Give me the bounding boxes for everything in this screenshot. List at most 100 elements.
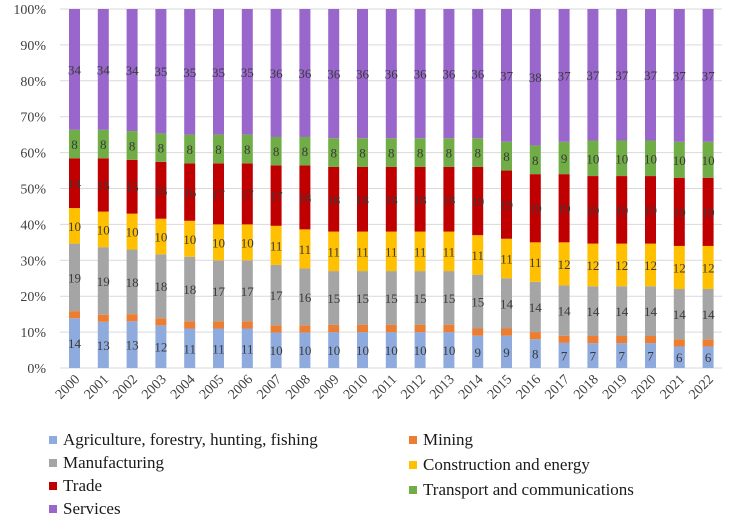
y-tick-label: 0% [27,362,46,377]
data-label: 7 [618,349,625,364]
data-label: 14 [500,296,514,311]
bar-segment [270,225,282,265]
bar-segment [385,332,397,368]
data-label: 8 [446,146,453,161]
bar-segment [472,274,484,329]
bars: 14 19 10 14 8 34 13 19 10 15 8 34 13 18 10 15 8 34 12 18 10 1… [68,9,715,368]
data-label: 19 [529,201,542,216]
bar-segment [241,9,253,135]
bar-segment [587,176,599,244]
data-label: 36 [471,67,485,82]
data-label: 19 [615,203,628,218]
bar-segment [587,343,599,368]
bar-segment [645,176,656,244]
bar-segment [443,138,455,167]
x-tick-label: 2015 [485,372,515,402]
bar-segment [702,346,714,368]
data-label: 10 [356,343,369,358]
bar-segment [184,256,196,322]
legend-item-transport: Transport and communications [409,480,634,500]
data-label: 19 [673,205,686,220]
data-label: 10 [97,222,110,237]
data-label: 36 [270,66,284,81]
data-label: 10 [183,232,196,247]
data-label: 7 [590,349,597,364]
data-label: 36 [385,67,399,82]
data-label: 37 [558,68,572,83]
data-label: 10 [673,153,686,168]
bar-segment [501,238,512,279]
bar-segment [184,220,196,257]
data-label: 19 [558,201,571,216]
bar-segment [587,243,599,287]
bar-segment [414,138,426,167]
data-label: 34 [97,62,111,77]
bar-segment [155,9,167,134]
x-tick-label: 2018 [571,372,601,402]
bar-segment [472,235,484,275]
data-label: 14 [529,300,543,315]
bar-segment [587,286,599,337]
bar-segment [529,332,541,340]
data-label: 34 [68,62,82,77]
y-tick-label: 70% [20,111,46,126]
legend-swatch [409,461,417,469]
legend-swatch [49,505,57,513]
data-label: 38 [529,70,542,85]
bar-segment [645,336,656,344]
bar-segment [270,264,282,326]
data-label: 16 [183,185,197,200]
data-label: 10 [68,219,81,234]
legend-label: Construction and energy [423,455,590,474]
bar-segment [270,9,282,137]
data-label: 11 [327,244,340,259]
data-label: 8 [503,149,510,164]
data-label: 11 [385,244,398,259]
bar-segment [126,131,138,160]
bar-segment [529,281,541,333]
data-label: 10 [615,151,628,166]
data-label: 18 [442,192,455,207]
data-label: 14 [702,307,716,322]
bar-segment [69,311,80,319]
bar-segment [126,321,138,368]
bar-segment [558,9,570,142]
x-tick-label: 2013 [427,372,457,402]
data-label: 18 [385,192,398,207]
bar-segment [645,286,656,337]
bar-segment [357,271,368,325]
data-label: 8 [71,137,78,152]
data-label: 10 [442,343,455,358]
data-label: 36 [442,67,456,82]
bar-segment [616,140,628,177]
bar-segment [702,289,714,340]
bar-segment [241,321,253,329]
bar-segment [385,271,397,325]
data-label: 17 [270,288,284,303]
data-label: 12 [673,260,686,275]
bar-segment [616,243,628,287]
data-label: 36 [356,67,370,82]
bar-segment [673,339,685,347]
bar-segment [587,336,599,344]
bar-segment [616,336,628,344]
data-label: 14 [586,304,600,319]
bar-segment [97,9,109,130]
bar-segment [299,136,311,166]
bar-segment [299,9,311,137]
data-label: 10 [644,151,657,166]
y-tick-label: 10% [20,326,46,341]
bar-segment [69,158,80,209]
bar-segment [155,218,167,255]
bar-segment [69,9,80,130]
bar-segment [184,163,196,221]
bar-segment [702,245,714,290]
bar-segment [472,328,484,336]
data-label: 11 [414,244,427,259]
y-axis: 0% 10% 20% 30% 40% 50% 60% 70% 80% 90% 100% [13,3,46,377]
data-label: 11 [299,242,312,257]
data-label: 16 [154,183,168,198]
data-label: 13 [97,338,110,353]
data-label: 6 [676,350,683,365]
data-label: 15 [442,291,455,306]
